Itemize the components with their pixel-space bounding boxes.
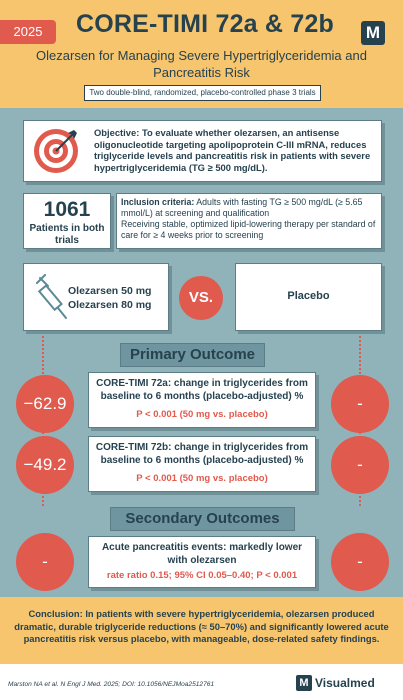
citation: Marston NA et al. N Engl J Med. 2025; DO… bbox=[8, 681, 215, 688]
inclusion-criterion-2: Receiving stable, optimized lipid-loweri… bbox=[121, 219, 376, 240]
patient-count: 1061 bbox=[43, 198, 91, 221]
secondary-outcome-stat: rate ratio 0.15; 95% CI 0.05–0.40; P < 0… bbox=[106, 570, 298, 581]
secondary-outcome-card: Acute pancreatitis events: markedly lowe… bbox=[88, 536, 316, 588]
primary-72b-placebo-value: - bbox=[331, 436, 389, 494]
control-arm-card: Placebo bbox=[235, 263, 382, 331]
patient-count-label: Patients in both trials bbox=[29, 223, 105, 246]
treatment-dose-50: Olezarsen 50 mg bbox=[68, 285, 152, 297]
primary-outcome-card-72b: CORE-TIMI 72b: change in triglycerides f… bbox=[88, 436, 316, 492]
primary-outcome-stat: P < 0.001 (50 mg vs. placebo) bbox=[136, 409, 268, 420]
target-icon bbox=[34, 129, 78, 173]
visualmed-logo-icon: M bbox=[296, 675, 312, 691]
conclusion-banner: Conclusion: In patients with severe hype… bbox=[0, 597, 403, 664]
primary-outcome-title: CORE-TIMI 72a: change in triglycerides f… bbox=[96, 378, 308, 402]
inclusion-card: Inclusion criteria: Adults with fasting … bbox=[116, 193, 382, 249]
primary-outcome-card-72a: CORE-TIMI 72a: change in triglycerides f… bbox=[88, 372, 316, 428]
primary-outcome-heading: Primary Outcome bbox=[120, 343, 265, 367]
trial-design-badge: Two double-blind, randomized, placebo-co… bbox=[84, 85, 321, 101]
secondary-placebo-value: - bbox=[331, 533, 389, 591]
secondary-outcomes-heading: Secondary Outcomes bbox=[110, 507, 295, 531]
treatment-arm-card: Olezarsen 50 mg Olezarsen 80 mg bbox=[23, 263, 169, 331]
versus-badge: VS. bbox=[179, 276, 223, 320]
conclusion-label: Conclusion: bbox=[28, 608, 83, 619]
brand-logo-icon: M bbox=[361, 21, 385, 45]
objective-label: Objective: bbox=[94, 127, 140, 138]
primary-72a-placebo-value: - bbox=[331, 375, 389, 433]
treatment-arm-label: Olezarsen 50 mg Olezarsen 80 mg bbox=[68, 284, 168, 312]
patients-card: 1061 Patients in both trials bbox=[23, 193, 111, 249]
secondary-treatment-value: - bbox=[16, 533, 74, 591]
conclusion-body: In patients with severe hypertriglycerid… bbox=[14, 608, 389, 644]
control-arm-label: Placebo bbox=[287, 290, 330, 302]
objective-card: Objective: To evaluate whether olezarsen… bbox=[23, 120, 382, 182]
conclusion-text: Conclusion: In patients with severe hype… bbox=[14, 608, 389, 646]
header-banner: 2025 CORE-TIMI 72a & 72b M Olezarsen for… bbox=[0, 0, 403, 108]
syringe-icon bbox=[36, 274, 67, 319]
objective-body: To evaluate whether olezarsen, an antise… bbox=[94, 127, 371, 173]
secondary-outcome-title: Acute pancreatitis events: markedly lowe… bbox=[101, 542, 303, 566]
inclusion-text: Inclusion criteria: Adults with fasting … bbox=[121, 197, 379, 241]
year-badge: 2025 bbox=[0, 20, 56, 44]
inclusion-label: Inclusion criteria: bbox=[121, 197, 195, 207]
page-title: CORE-TIMI 72a & 72b bbox=[75, 10, 335, 38]
page-subtitle: Olezarsen for Managing Severe Hypertrigl… bbox=[36, 48, 367, 80]
primary-72b-treatment-value: −49.2 bbox=[16, 436, 74, 494]
treatment-dose-80: Olezarsen 80 mg bbox=[68, 299, 152, 311]
inclusion-criterion-1: Adults with fasting TG ≥ 500 mg/dL (≥ 5.… bbox=[121, 197, 363, 218]
objective-text: Objective: To evaluate whether olezarsen… bbox=[94, 127, 374, 173]
primary-outcome-stat: P < 0.001 (50 mg vs. placebo) bbox=[136, 473, 268, 484]
footer: Marston NA et al. N Engl J Med. 2025; DO… bbox=[0, 664, 403, 700]
visualmed-logo: M Visualmed bbox=[296, 675, 396, 693]
primary-72a-treatment-value: −62.9 bbox=[16, 375, 74, 433]
primary-outcome-title: CORE-TIMI 72b: change in triglycerides f… bbox=[95, 442, 309, 466]
visualmed-brand-name: Visualmed bbox=[315, 676, 375, 690]
